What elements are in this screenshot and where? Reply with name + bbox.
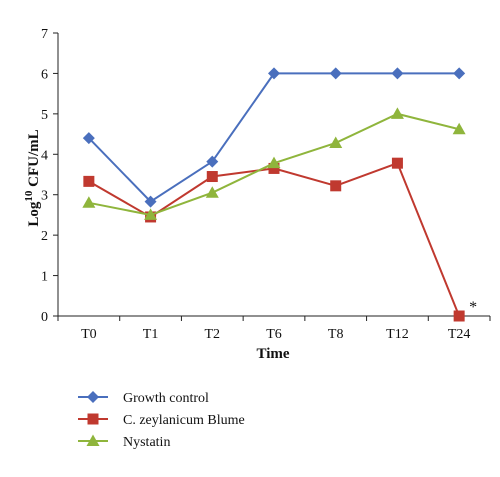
data-point [82, 132, 95, 145]
data-point [267, 156, 281, 169]
data-point [329, 136, 343, 148]
data-point [268, 162, 280, 174]
legend: Growth control C. zeylanicum Blume Nystati… [78, 391, 245, 450]
y-axis-title-base: Log [26, 201, 42, 227]
x-tick-label: T12 [386, 327, 409, 342]
legend-label: Nystatin [123, 435, 170, 450]
y-tick-label: 0 [41, 310, 48, 325]
legend-label: C. zeylanicum Blume [123, 413, 245, 428]
y-tick-label: 5 [41, 108, 48, 123]
x-tick-label: T0 [81, 327, 97, 342]
data-point [205, 186, 219, 198]
y-axis-title-rest: CFU/mL [26, 129, 42, 190]
data-point [453, 67, 466, 80]
y-tick-labels: 0 1 2 3 4 5 6 7 [41, 27, 48, 325]
x-tick-label: T24 [448, 327, 471, 342]
x-tick-label: T2 [205, 327, 221, 342]
x-tick-label: T1 [143, 327, 159, 342]
annotation-layer: * [469, 299, 477, 316]
y-tick-label: 2 [41, 229, 48, 244]
series-layer [82, 67, 466, 322]
data-point [206, 155, 219, 168]
y-tick-label: 4 [41, 148, 48, 163]
y-tick-label: 6 [41, 67, 48, 82]
data-point [268, 67, 280, 80]
series-line [88, 161, 461, 317]
legend-item: C. zeylanicum Blume [78, 413, 245, 428]
x-axis-title: Time [256, 346, 289, 362]
series-2 [83, 157, 465, 322]
x-tick-label: T6 [266, 327, 282, 342]
data-point [206, 171, 218, 183]
legend-marker [87, 413, 99, 425]
legend-marker [87, 391, 99, 403]
data-point [330, 180, 342, 192]
series-1 [82, 67, 466, 208]
legend-item: Growth control [78, 391, 209, 406]
y-tick-label: 1 [41, 270, 48, 285]
data-point [82, 196, 96, 208]
legend-marker [86, 434, 100, 446]
y-axis-title: Log10 CFU/mL [23, 129, 42, 226]
data-point [83, 175, 95, 187]
annotation-text: * [469, 299, 477, 316]
axes [53, 32, 491, 321]
data-point [144, 195, 157, 208]
y-axis-title-sup: 10 [23, 190, 35, 202]
series-line [88, 72, 460, 203]
data-point [453, 310, 465, 322]
data-point [390, 107, 404, 119]
data-point [391, 157, 403, 169]
data-point [144, 208, 158, 220]
data-point [452, 122, 466, 135]
y-tick-label: 7 [41, 27, 48, 42]
legend-item: Nystatin [78, 434, 170, 450]
data-point [391, 67, 404, 80]
x-tick-label: T8 [328, 327, 344, 342]
x-tick-labels: T0 T1 T2 T6 T8 T12 T24 [81, 327, 470, 342]
series-3 [82, 107, 466, 220]
legend-label: Growth control [123, 391, 209, 406]
y-tick-label: 3 [41, 189, 48, 204]
data-point [329, 67, 342, 80]
